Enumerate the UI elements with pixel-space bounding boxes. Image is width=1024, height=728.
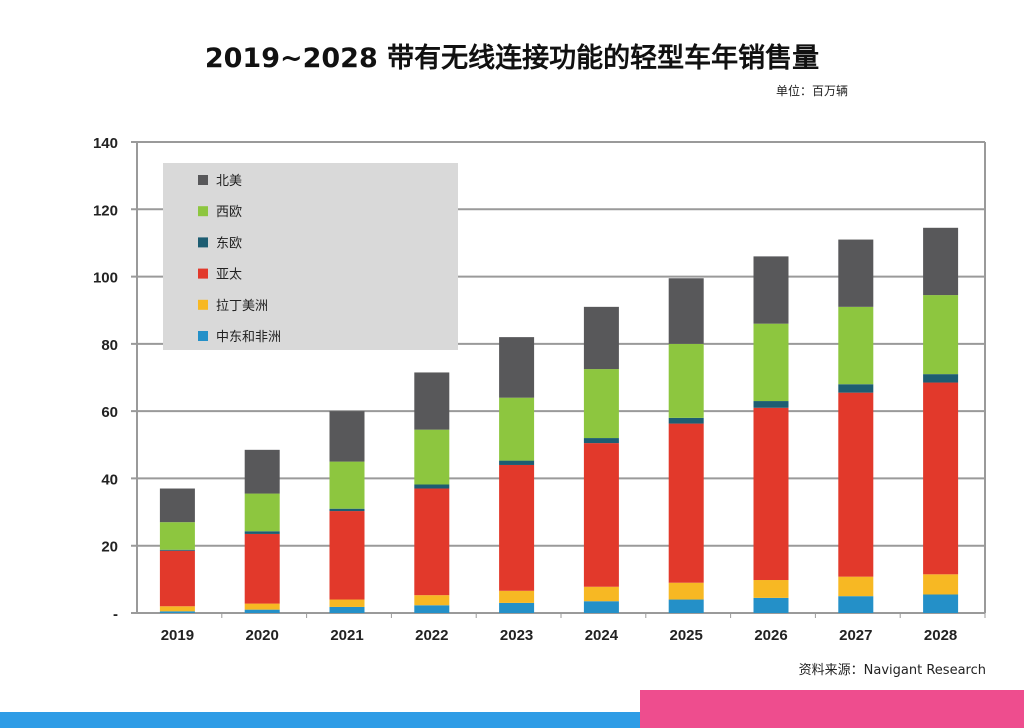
x-tick-label: 2025 <box>670 627 703 644</box>
legend-label: 亚太 <box>216 268 242 283</box>
bar-segment <box>668 423 704 583</box>
bar-segment <box>414 595 450 606</box>
bar-segment <box>753 597 789 613</box>
bar-segment <box>329 599 365 607</box>
chart-title: 2019~2028 带有无线连接功能的轻型车年销售量 <box>204 43 820 74</box>
bar-segment <box>159 550 195 607</box>
bar-segment <box>753 580 789 598</box>
footer-blue-strip <box>0 712 640 728</box>
bar-segment <box>244 531 280 534</box>
source-note: 资料来源：Navigant Research <box>798 663 986 678</box>
y-tick-label: 120 <box>93 202 118 219</box>
bar-segment <box>414 484 450 489</box>
bar-segment <box>583 306 619 370</box>
bar-segment <box>923 374 959 383</box>
x-tick-label: 2019 <box>161 627 194 644</box>
bar-segment <box>159 522 195 550</box>
bar-segment <box>244 603 280 610</box>
bar-segment <box>329 511 365 600</box>
legend-swatch <box>198 175 208 185</box>
unit-label: 单位：百万辆 <box>775 84 848 98</box>
x-tick-label: 2022 <box>415 627 448 644</box>
bar-segment <box>583 601 619 613</box>
x-tick-label: 2023 <box>500 627 533 644</box>
bar-segment <box>159 611 195 613</box>
legend-swatch <box>198 237 208 248</box>
bar-segment <box>583 369 619 439</box>
bar-segment <box>668 417 704 424</box>
bar-segment <box>838 239 874 307</box>
y-tick-label: 20 <box>101 539 118 556</box>
bar-segment <box>244 493 280 532</box>
bar-segment <box>923 382 959 575</box>
y-tick-label: 100 <box>93 270 118 287</box>
bar-segment <box>838 576 874 597</box>
y-tick-label: 80 <box>101 337 118 354</box>
bar-segment <box>923 594 959 613</box>
x-tick-label: 2026 <box>754 627 787 644</box>
bar-segment <box>329 606 365 613</box>
y-tick-label: 60 <box>101 404 118 421</box>
bar-segment <box>414 429 450 485</box>
bar-segment <box>668 343 704 418</box>
bar-segment <box>668 278 704 344</box>
bar-segment <box>753 401 789 408</box>
y-tick-label: 40 <box>101 471 118 488</box>
y-tick-label: 140 <box>93 135 118 152</box>
bar-segment <box>159 606 195 612</box>
legend-swatch <box>198 206 208 217</box>
bar-segment <box>923 227 959 296</box>
bar-segment <box>753 323 789 402</box>
bar-segment <box>838 392 874 577</box>
bar-segment <box>923 574 959 595</box>
x-tick-label: 2021 <box>330 627 363 644</box>
legend-label: 西欧 <box>216 205 242 220</box>
bar-segment <box>499 590 535 603</box>
legend-swatch <box>198 331 208 341</box>
bar-segment <box>159 549 195 551</box>
bar-segment <box>329 508 365 512</box>
bar-segment <box>583 586 619 602</box>
bar-segment <box>923 295 959 375</box>
legend-label: 东欧 <box>216 236 242 251</box>
bar-segment <box>753 407 789 581</box>
bar-segment <box>668 582 704 600</box>
bar-segment <box>583 438 619 444</box>
legend-label: 北美 <box>216 174 242 189</box>
x-tick-label: 2027 <box>839 627 872 644</box>
y-tick-label: - <box>113 606 118 623</box>
legend-swatch <box>198 268 208 279</box>
bar-segment <box>499 460 535 465</box>
bar-segment <box>244 533 280 604</box>
bar-segment <box>159 488 195 523</box>
x-tick-label: 2024 <box>585 627 619 644</box>
bar-segment <box>753 256 789 324</box>
bar-segment <box>838 384 874 393</box>
legend-box <box>163 163 458 350</box>
bar-segment <box>499 397 535 461</box>
bar-segment <box>329 411 365 462</box>
footer-pink-strip <box>640 690 1024 728</box>
bar-segment <box>414 605 450 613</box>
bar-segment <box>838 596 874 613</box>
bar-segment <box>499 337 535 398</box>
x-tick-label: 2020 <box>246 627 279 644</box>
legend-swatch <box>198 299 208 310</box>
bar-segment <box>329 461 365 509</box>
bar-segment <box>838 306 874 385</box>
bar-segment <box>499 602 535 613</box>
bar-segment <box>244 449 280 494</box>
bar-segment <box>668 599 704 613</box>
bar-segment <box>414 372 450 430</box>
bar-segment <box>583 443 619 587</box>
legend-label: 拉丁美洲 <box>216 299 268 314</box>
legend-label: 中东和非洲 <box>216 330 281 345</box>
bar-segment <box>414 488 450 596</box>
bar-segment <box>499 464 535 591</box>
bar-segment <box>244 609 280 613</box>
x-tick-label: 2028 <box>924 627 957 644</box>
